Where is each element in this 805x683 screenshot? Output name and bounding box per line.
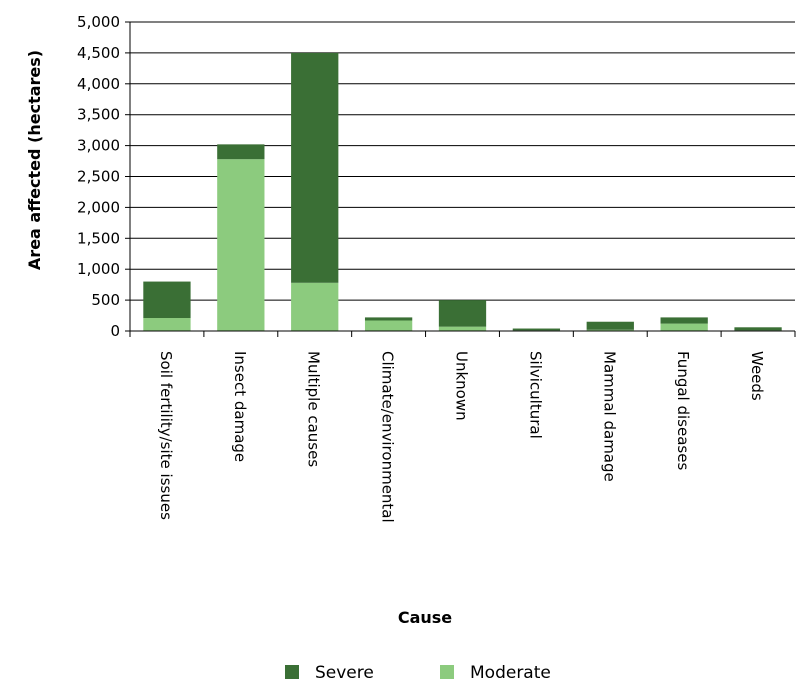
bar-moderate	[291, 282, 339, 331]
bar-moderate	[586, 329, 634, 331]
y-tick-label: 2,000	[77, 198, 120, 216]
legend-label-severe: Severe	[315, 663, 374, 683]
y-tick-label: 0	[110, 322, 120, 340]
x-category-label: Climate/environmental	[379, 351, 397, 523]
bar-severe	[586, 321, 634, 330]
bars	[143, 52, 782, 331]
legend-swatch-moderate	[440, 665, 454, 679]
y-tick-label: 2,500	[77, 168, 120, 186]
bar-severe	[143, 281, 191, 319]
legend-swatch-severe	[285, 665, 299, 679]
legend-label-moderate: Moderate	[470, 663, 551, 683]
y-tick-labels: 0 500 1,000 1,500 2,000 2,500 3,000 3,500 4,000 4…	[77, 13, 120, 340]
bar-severe	[512, 328, 561, 331]
bar-severe	[734, 327, 782, 331]
bar-moderate	[438, 326, 487, 331]
x-category-label: Weeds	[748, 351, 766, 401]
bar-severe	[291, 52, 339, 283]
y-tick-label: 1,500	[77, 229, 120, 247]
y-tick-label: 5,000	[77, 13, 120, 31]
bar-severe	[364, 317, 413, 321]
bar-severe	[438, 300, 487, 327]
x-category-label: Insect damage	[231, 351, 249, 462]
x-axis-title: Cause	[398, 608, 452, 627]
x-category-label: Soil fertility/site issues	[157, 351, 175, 520]
x-category-label: Unknown	[453, 351, 471, 421]
y-tick-label: 4,000	[77, 75, 120, 93]
legend: Severe Moderate	[285, 663, 551, 683]
y-tick-label: 500	[91, 291, 120, 309]
x-category-label: Multiple causes	[305, 351, 323, 467]
x-category-label: Mammal damage	[600, 351, 618, 482]
y-axis-title: Area affected (hectares)	[25, 50, 44, 270]
x-category-label: Fungal diseases	[674, 351, 692, 470]
y-tick-label: 1,000	[77, 260, 120, 278]
axes	[125, 21, 796, 337]
y-tick-label: 4,500	[77, 44, 120, 62]
bar-moderate	[217, 159, 265, 331]
bar-severe	[217, 144, 265, 160]
y-tick-label: 3,000	[77, 137, 120, 155]
bar-severe	[660, 317, 708, 324]
bar-moderate	[143, 318, 191, 331]
bar-moderate	[364, 320, 413, 331]
x-category-label: Silvicultural	[526, 351, 544, 439]
bar-moderate	[660, 323, 708, 331]
y-tick-label: 3,500	[77, 106, 120, 124]
x-category-labels: Soil fertility/site issues Insect damage M…	[157, 351, 766, 523]
